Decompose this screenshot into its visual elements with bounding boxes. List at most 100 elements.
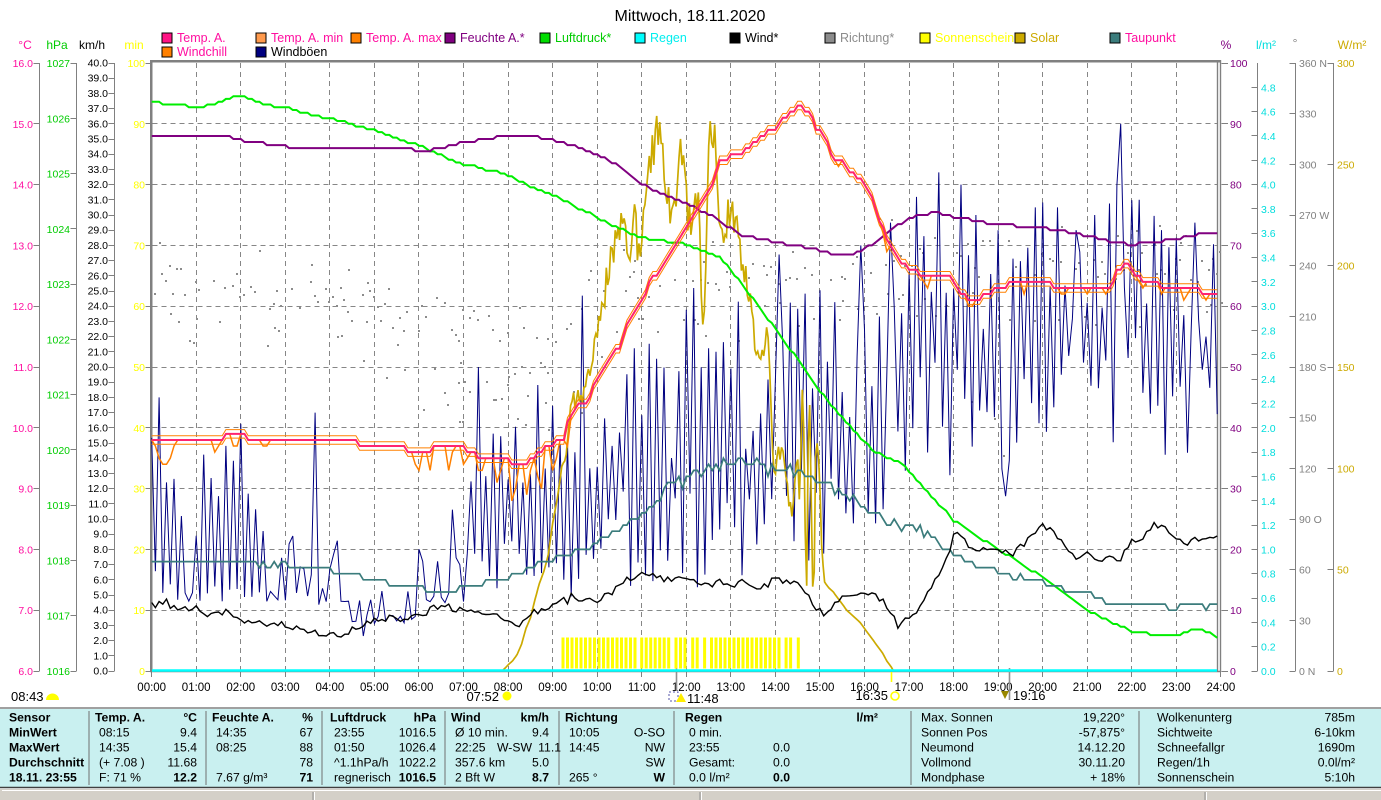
svg-text:32.0: 32.0 — [88, 179, 109, 191]
svg-text:5:10h: 5:10h — [1325, 771, 1356, 785]
svg-text:23:55: 23:55 — [689, 741, 720, 755]
svg-text:20.0: 20.0 — [88, 362, 109, 374]
svg-text:14.12.20: 14.12.20 — [1078, 741, 1126, 755]
svg-text:10: 10 — [133, 605, 145, 617]
svg-text:15:00: 15:00 — [806, 682, 835, 694]
svg-text:0: 0 — [1230, 666, 1236, 678]
svg-text:Sichtweite: Sichtweite — [1157, 726, 1213, 740]
svg-text:08:00: 08:00 — [494, 682, 523, 694]
svg-text:12.0: 12.0 — [13, 301, 34, 313]
svg-text:Wolkenunterg: Wolkenunterg — [1157, 711, 1232, 725]
svg-text:W-SW: W-SW — [497, 741, 532, 755]
svg-text:6-10km: 6-10km — [1314, 726, 1355, 740]
svg-text:785m: 785m — [1325, 711, 1356, 725]
svg-text:0 min.: 0 min. — [689, 726, 722, 740]
svg-text:Solar: Solar — [1030, 31, 1059, 45]
svg-text:11:00: 11:00 — [628, 682, 656, 694]
svg-text:Windböen: Windböen — [271, 45, 327, 59]
svg-text:Windchill: Windchill — [177, 45, 227, 59]
svg-text:Taupunkt: Taupunkt — [1125, 31, 1176, 45]
svg-text:07:52: 07:52 — [466, 689, 499, 704]
svg-text:22.0: 22.0 — [88, 331, 109, 343]
svg-text:0.2: 0.2 — [1261, 642, 1276, 654]
svg-text:1690m: 1690m — [1318, 741, 1355, 755]
svg-text:1.0: 1.0 — [1261, 544, 1276, 556]
svg-text:22:00: 22:00 — [1117, 682, 1146, 694]
svg-text:03:00: 03:00 — [271, 682, 300, 694]
svg-text:100: 100 — [1230, 58, 1248, 70]
svg-text:80: 80 — [1230, 180, 1242, 192]
svg-text:Richtung: Richtung — [565, 711, 618, 725]
svg-text:11.0: 11.0 — [13, 362, 33, 374]
svg-text:9.0: 9.0 — [93, 529, 108, 541]
svg-text:Temp. A. min: Temp. A. min — [271, 31, 343, 45]
svg-text:60: 60 — [1299, 565, 1311, 577]
svg-text:120: 120 — [1299, 463, 1317, 475]
svg-text:24.0: 24.0 — [88, 301, 109, 313]
svg-text:09:00: 09:00 — [538, 682, 567, 694]
svg-text:Feuchte A.*: Feuchte A.* — [460, 31, 525, 45]
svg-text:17.0: 17.0 — [88, 407, 109, 419]
svg-text:NW: NW — [645, 741, 666, 755]
svg-text:0.4: 0.4 — [1261, 617, 1276, 629]
svg-text:hPa: hPa — [46, 38, 68, 52]
svg-text:1.8: 1.8 — [1261, 447, 1276, 459]
svg-text:Temp. A.: Temp. A. — [177, 31, 226, 45]
svg-text:13.0: 13.0 — [88, 468, 109, 480]
svg-text:0.0 l/m²: 0.0 l/m² — [689, 771, 730, 785]
svg-text:hPa: hPa — [414, 711, 437, 725]
svg-text:4.2: 4.2 — [1261, 155, 1276, 167]
svg-text:15.0: 15.0 — [88, 438, 109, 450]
svg-text:40: 40 — [1230, 423, 1242, 435]
svg-text:9.0: 9.0 — [18, 484, 33, 496]
svg-text:40: 40 — [133, 423, 145, 435]
svg-text:08:25: 08:25 — [216, 741, 247, 755]
svg-text:Sonnenschein: Sonnenschein — [935, 31, 1014, 45]
svg-text:Sonnen Pos: Sonnen Pos — [921, 726, 987, 740]
svg-text:39.0: 39.0 — [88, 73, 109, 85]
svg-text:6.0: 6.0 — [93, 574, 108, 586]
svg-text:21:00: 21:00 — [1073, 682, 1102, 694]
svg-text:330: 330 — [1299, 109, 1317, 121]
svg-text:2 Bft W: 2 Bft W — [455, 771, 495, 785]
svg-text:70: 70 — [1230, 240, 1242, 252]
svg-text:1020: 1020 — [47, 445, 71, 457]
svg-text:10: 10 — [1230, 605, 1242, 617]
svg-text:Wind*: Wind* — [745, 31, 778, 45]
svg-text:13:00: 13:00 — [716, 682, 745, 694]
svg-text:60: 60 — [133, 301, 145, 313]
svg-text:16:35: 16:35 — [855, 688, 888, 703]
svg-text:300: 300 — [1299, 159, 1317, 171]
svg-text:13.0: 13.0 — [13, 240, 34, 252]
svg-text:7.67 g/m³: 7.67 g/m³ — [216, 771, 267, 785]
svg-text:1.4: 1.4 — [1261, 496, 1276, 508]
svg-text:34.0: 34.0 — [88, 149, 109, 161]
svg-text:°: ° — [1293, 36, 1298, 50]
svg-text:Feuchte A.: Feuchte A. — [212, 711, 274, 725]
svg-text:3.0: 3.0 — [1261, 301, 1276, 313]
svg-text:0.0: 0.0 — [773, 741, 790, 755]
svg-text:Luftdruck*: Luftdruck* — [555, 31, 611, 45]
svg-text:7.0: 7.0 — [93, 559, 108, 571]
svg-text:Ø 10 min.: Ø 10 min. — [455, 726, 508, 740]
svg-text:%: % — [302, 711, 313, 725]
svg-text:°C: °C — [18, 38, 32, 52]
svg-text:0 N: 0 N — [1299, 666, 1315, 678]
svg-text:18.0: 18.0 — [88, 392, 109, 404]
svg-text:90: 90 — [133, 119, 145, 131]
svg-text:20:00: 20:00 — [1028, 682, 1057, 694]
svg-text:02:00: 02:00 — [226, 682, 255, 694]
svg-text:Temp. A.: Temp. A. — [95, 711, 145, 725]
svg-text:6.0: 6.0 — [18, 666, 33, 678]
svg-text:4.4: 4.4 — [1261, 131, 1276, 143]
svg-text:0.0l/m²: 0.0l/m² — [1318, 756, 1355, 770]
svg-text:90 O: 90 O — [1299, 514, 1322, 526]
svg-text:200: 200 — [1337, 261, 1355, 273]
svg-text:3.0: 3.0 — [93, 620, 108, 632]
svg-text:12.2: 12.2 — [173, 771, 197, 785]
svg-text:01:00: 01:00 — [182, 682, 211, 694]
svg-text:1023: 1023 — [47, 279, 71, 291]
svg-text:12.0: 12.0 — [88, 483, 109, 495]
svg-text:1016.5: 1016.5 — [399, 771, 436, 785]
svg-text:3.4: 3.4 — [1261, 253, 1276, 265]
